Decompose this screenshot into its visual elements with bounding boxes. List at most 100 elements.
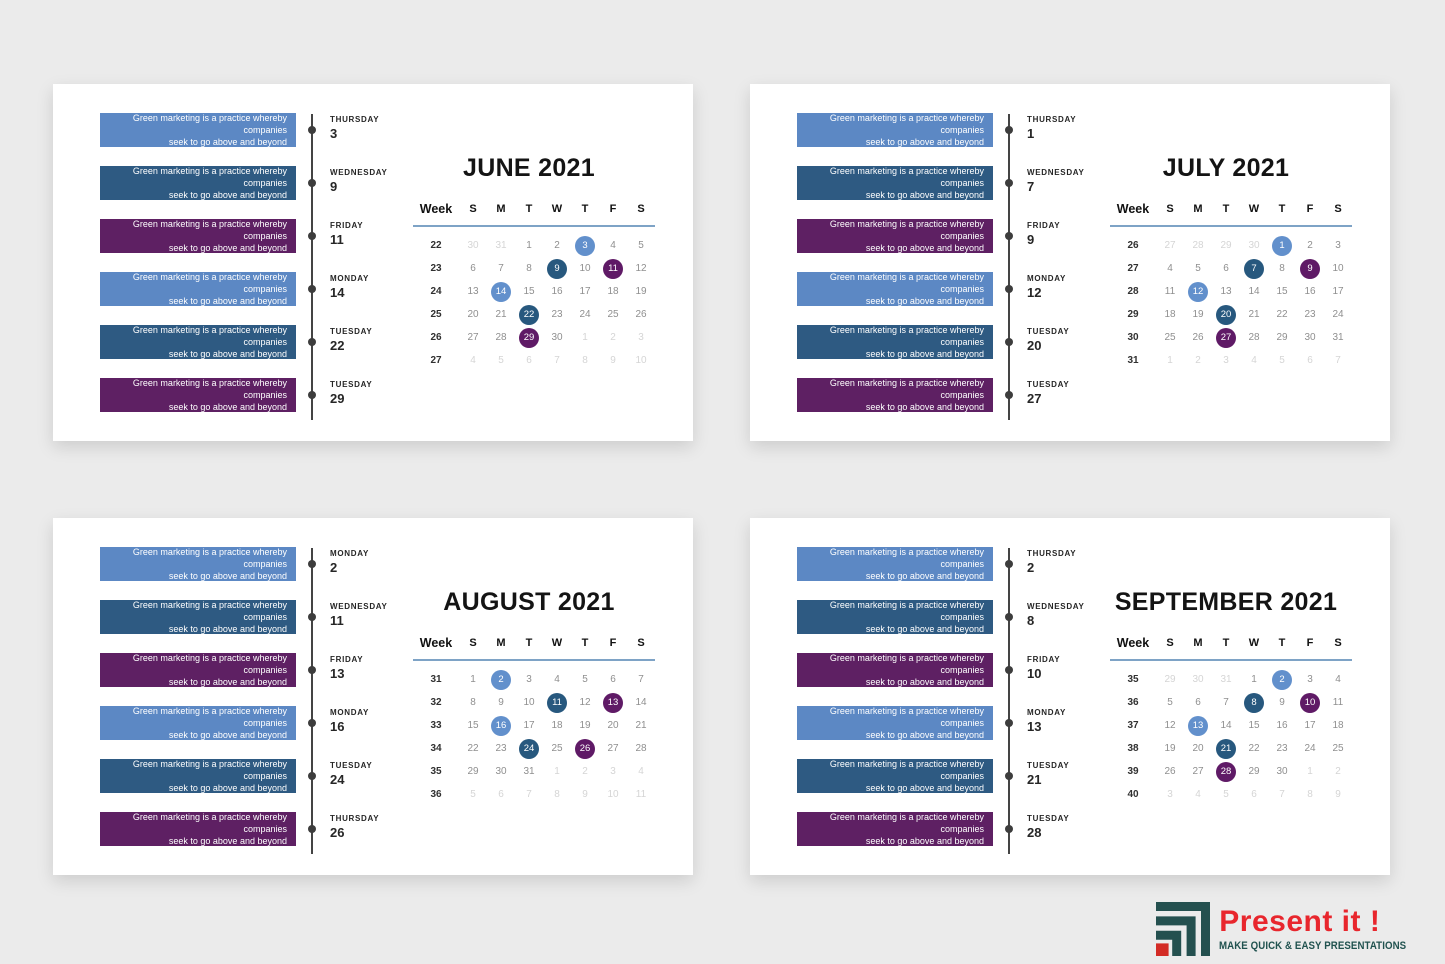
event-date: 9: [1027, 232, 1035, 247]
calendar-day: 12: [1164, 720, 1176, 731]
weekday-header: S: [637, 203, 645, 215]
timeline-dot: [1005, 232, 1013, 240]
calendar-day: 10: [579, 263, 591, 274]
week-column-header: Week: [419, 202, 453, 216]
calendar-day: 19: [1192, 309, 1204, 320]
calendar-day: 2: [487, 668, 515, 691]
timeline-dot: [308, 338, 316, 346]
calendar-week-row: 24 13 14 15 16 17 18 19: [413, 280, 655, 303]
calendar-week-row: 28 11 12 13 14 15 16 17: [1110, 280, 1352, 303]
calendar-day: 30: [551, 332, 563, 343]
event-weekday: MONDAY: [1027, 708, 1067, 717]
calendar-day: 29: [467, 766, 479, 777]
calendar-day: 1: [526, 240, 532, 251]
calendar-day: 25: [1164, 332, 1176, 343]
event-date: 27: [1027, 391, 1042, 406]
week-number: 37: [1127, 720, 1139, 731]
timeline-line: [1008, 548, 1010, 854]
event-text-line2: seek to go above and beyond: [865, 836, 984, 846]
event-weekday: THURSDAY: [330, 115, 380, 124]
calendar-day: 30: [1248, 240, 1260, 251]
calendar-day: 30: [1276, 766, 1288, 777]
calendar-day: 2: [582, 766, 588, 777]
timeline-dot: [308, 232, 316, 240]
highlighted-day: 9: [547, 258, 567, 279]
timeline-line: [311, 548, 313, 854]
timeline-dot: [308, 719, 316, 727]
timeline-dot: [1005, 719, 1013, 727]
calendar-day: 15: [1276, 286, 1288, 297]
event-weekday: TUESDAY: [330, 327, 373, 336]
calendar-day: 10: [523, 697, 535, 708]
week-number: 38: [1127, 743, 1139, 754]
week-number: 33: [430, 720, 442, 731]
calendar-day: 7: [1223, 697, 1229, 708]
calendar-week-row: 31 1 2 3 4 5 6 7: [1110, 349, 1352, 372]
calendar-day: 10: [1296, 691, 1324, 714]
month-title: JUNE 2021: [463, 154, 595, 182]
calendar-day: 8: [554, 789, 560, 800]
event-text-line2: seek to go above and beyond: [168, 349, 287, 359]
calendar-day: 15: [467, 720, 479, 731]
highlighted-day: 22: [519, 304, 539, 325]
highlighted-day: 28: [1216, 761, 1236, 782]
timeline-dot: [1005, 126, 1013, 134]
calendar-day: 13: [467, 286, 479, 297]
calendar-day: 1: [1167, 355, 1173, 366]
weekday-header: M: [496, 637, 506, 649]
calendar-day: 4: [638, 766, 644, 777]
calendar-week-row: 27 4 5 6 7 8 9 10: [1110, 257, 1352, 280]
weekday-header: T: [1278, 203, 1286, 215]
weekday-header: W: [551, 637, 563, 649]
event-day-label: FRIDAY 10: [1027, 655, 1147, 681]
event-date: 29: [330, 391, 345, 406]
event-bar: Green marketing is a practice whereby co…: [797, 378, 993, 412]
event-text-line2: seek to go above and beyond: [168, 836, 287, 846]
calendar-day: 21: [635, 720, 647, 731]
highlighted-day: 11: [603, 258, 623, 279]
calendar-day: 11: [1164, 286, 1176, 297]
event-bar: Green marketing is a practice whereby co…: [797, 812, 993, 846]
event-day-label: TUESDAY 27: [1027, 380, 1147, 406]
event-day-label: TUESDAY 24: [330, 761, 450, 787]
calendar-divider: [1110, 659, 1352, 661]
month-panel-september: Green marketing is a practice whereby co…: [750, 518, 1390, 875]
calendar-day: 9: [1335, 789, 1341, 800]
calendar-day: 3: [1223, 355, 1229, 366]
event-text-line1: Green marketing is a practice whereby co…: [132, 113, 287, 135]
event-text-line2: seek to go above and beyond: [865, 402, 984, 412]
calendar-day: 22: [1276, 309, 1288, 320]
calendar-day: 27: [1164, 240, 1176, 251]
calendar-day: 31: [523, 766, 535, 777]
event-text-line2: seek to go above and beyond: [865, 730, 984, 740]
week-number: 29: [1127, 309, 1139, 320]
calendar-day: 22: [1248, 743, 1260, 754]
highlighted-day: 8: [1244, 692, 1264, 713]
event-day-label: MONDAY 16: [330, 708, 450, 734]
mini-calendar: Week S M T W T F S 35 29 30 31 1 2 3 4 36 5 6 7 8 9 10 11 37 12 1…: [1110, 634, 1352, 806]
calendar-day: 8: [1279, 263, 1285, 274]
calendar-day: 7: [1279, 789, 1285, 800]
calendar-day: 4: [1195, 789, 1201, 800]
calendar-day: 1: [1307, 766, 1313, 777]
event-text-line2: seek to go above and beyond: [168, 624, 287, 634]
timeline-dot: [1005, 613, 1013, 621]
event-bar: Green marketing is a practice whereby co…: [797, 272, 993, 306]
event-bar: Green marketing is a practice whereby co…: [100, 325, 296, 359]
calendar-day: 18: [1332, 720, 1344, 731]
weekday-header: T: [1222, 203, 1230, 215]
weekday-header: S: [1166, 637, 1174, 649]
week-column-header: Week: [419, 636, 453, 650]
calendar-day: 25: [1332, 743, 1344, 754]
calendar-day: 5: [470, 789, 476, 800]
event-weekday: MONDAY: [1027, 274, 1067, 283]
week-number: 31: [430, 674, 442, 685]
timeline-dot: [308, 179, 316, 187]
calendar-day: 5: [1279, 355, 1285, 366]
event-weekday: WEDNESDAY: [1027, 602, 1085, 611]
calendar-weeks: 35 29 30 31 1 2 3 4 36 5 6 7 8 9 10 11 37 12 13 14 15 16 17 18 3…: [1110, 668, 1352, 806]
calendar-day: 29: [1276, 332, 1288, 343]
week-column-header: Week: [1116, 636, 1150, 650]
calendar-day: 31: [495, 240, 507, 251]
event-text-line2: seek to go above and beyond: [865, 624, 984, 634]
